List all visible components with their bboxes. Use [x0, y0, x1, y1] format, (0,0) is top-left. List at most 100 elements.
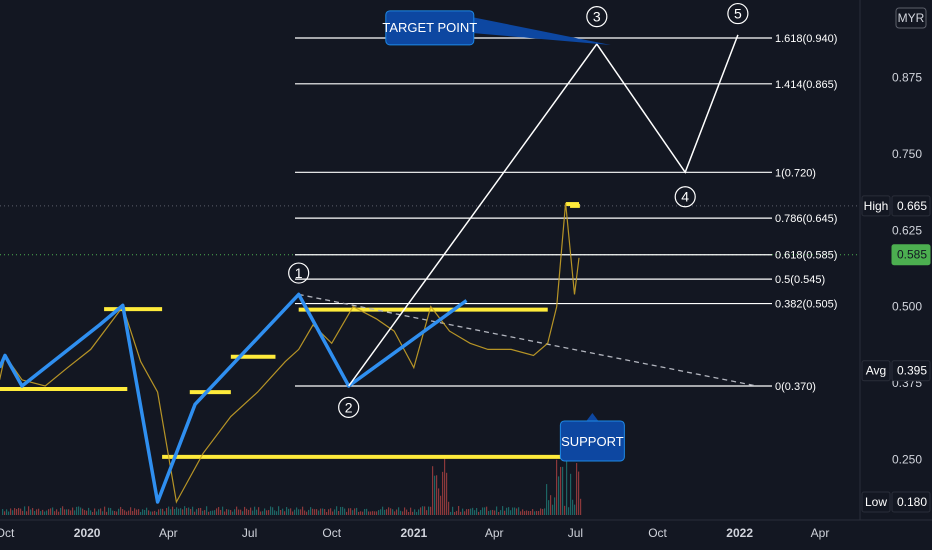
volume-bar [328, 509, 330, 515]
wave-label-circle [288, 262, 310, 284]
volume-bar [364, 509, 366, 515]
volume-bar [50, 508, 52, 515]
volume-bar [62, 506, 64, 515]
volume-bar [298, 509, 300, 515]
volume-bar [474, 510, 476, 515]
volume-bar [308, 509, 310, 515]
price-tag-value-box [891, 360, 931, 382]
volume-bar [160, 508, 162, 515]
volume-bar [508, 507, 510, 515]
x-tick-label: 2020 [74, 526, 101, 540]
volume-bar [472, 507, 474, 515]
volume-bar [40, 511, 42, 515]
volume-bar [494, 510, 496, 515]
volume-bar [82, 508, 84, 515]
downtrend-line [298, 293, 757, 387]
volume-bar [54, 511, 56, 515]
volume-bar [76, 506, 78, 515]
volume-bars [2, 454, 582, 515]
volume-bar [194, 511, 196, 515]
volume-bar [398, 507, 400, 515]
volume-bar [330, 508, 332, 515]
y-tick-label: 0.625 [892, 223, 922, 237]
volume-bar [292, 511, 294, 515]
volume-bar [192, 506, 194, 515]
volume-bar [350, 508, 352, 515]
x-tick-label: Apr [485, 526, 504, 540]
volume-bar [426, 510, 428, 515]
volume-bar [578, 471, 580, 515]
volume-bar [412, 511, 414, 515]
volume-bar [458, 506, 460, 515]
volume-bar [148, 510, 150, 515]
volume-bar [200, 507, 202, 515]
volume-bar [250, 507, 252, 515]
volume-bar [470, 508, 472, 515]
volume-bar [302, 506, 304, 515]
volume-bar [262, 511, 264, 515]
price-tag-name: Avg [866, 364, 886, 378]
volume-bar [182, 509, 184, 515]
volume-bar [124, 510, 126, 515]
volume-bar [358, 511, 360, 515]
volume-bar [386, 509, 388, 515]
volume-bar [264, 508, 266, 515]
volume-bar [242, 511, 244, 515]
volume-bar [492, 509, 494, 515]
volume-bar [424, 506, 426, 515]
volume-bar [72, 507, 74, 515]
x-tick-label: Oct [0, 526, 15, 540]
volume-bar [174, 509, 176, 515]
volume-bar [204, 510, 206, 515]
x-tick-label: Apr [811, 526, 830, 540]
volume-bar [432, 466, 434, 515]
x-tick-label: Jul [568, 526, 583, 540]
volume-bar [290, 508, 292, 515]
volume-bar [326, 511, 328, 515]
volume-bar [110, 508, 112, 515]
volume-bar [344, 508, 346, 515]
volume-bar [254, 506, 256, 515]
wave-label: 3 [593, 9, 601, 25]
volume-bar [284, 511, 286, 515]
volume-bar [210, 510, 212, 515]
volume-bar [80, 507, 82, 515]
volume-bar [164, 511, 166, 515]
volume-bar [476, 508, 478, 515]
volume-bar [220, 509, 222, 515]
support-pointer [586, 412, 599, 421]
volume-bar [438, 488, 440, 515]
volume-bar [366, 508, 368, 515]
volume-bar [482, 507, 484, 515]
volume-bar [410, 507, 412, 515]
currency-badge[interactable] [895, 7, 927, 29]
volume-bar [78, 506, 80, 515]
volume-bar [28, 506, 30, 515]
volume-bar [150, 511, 152, 515]
volume-bar [92, 511, 94, 515]
volume-bar [548, 500, 550, 515]
volume-bar [456, 510, 458, 515]
volume-bar [86, 510, 88, 515]
volume-bar [436, 475, 438, 515]
volume-bar [384, 509, 386, 515]
volume-bar [486, 506, 488, 515]
volume-bar [404, 507, 406, 515]
x-tick-label: Apr [159, 526, 178, 540]
volume-bar [542, 508, 544, 515]
volume-bar [276, 511, 278, 515]
volume-bar [114, 510, 116, 515]
volume-bar [378, 510, 380, 515]
volume-bar [102, 511, 104, 515]
volume-bar [580, 498, 582, 515]
volume-bar [570, 473, 572, 515]
volume-bar [408, 511, 410, 515]
volume-bar [218, 507, 220, 515]
volume-bar [306, 511, 308, 515]
volume-bar [484, 507, 486, 515]
volume-bar [538, 511, 540, 515]
volume-bar [154, 510, 156, 515]
volume-bar [524, 511, 526, 515]
